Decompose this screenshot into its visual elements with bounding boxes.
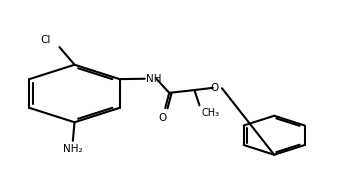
Text: O: O (210, 83, 219, 93)
Text: CH₃: CH₃ (201, 108, 219, 117)
Text: NH: NH (147, 74, 162, 84)
Text: O: O (158, 113, 167, 123)
Text: NH₂: NH₂ (63, 144, 83, 154)
Text: Cl: Cl (40, 35, 51, 45)
